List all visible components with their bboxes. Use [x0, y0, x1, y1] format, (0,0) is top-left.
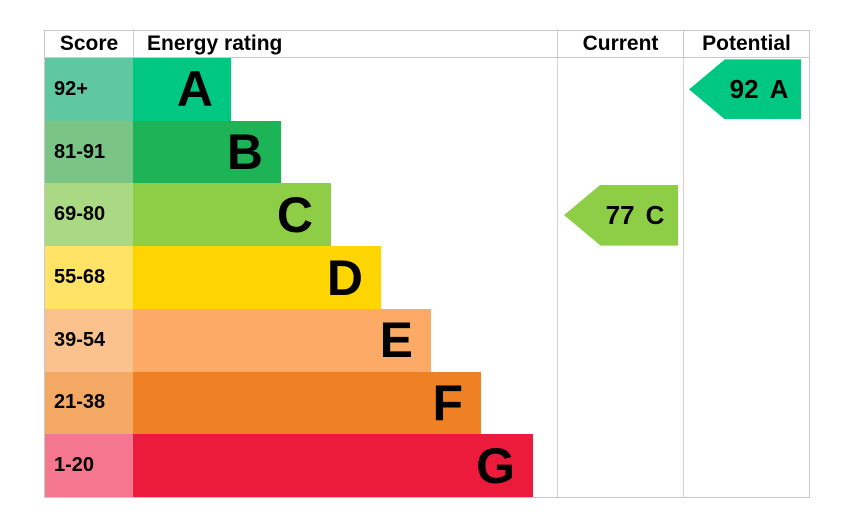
epc-rating-chart: Score Energy rating Current Potential 92…: [44, 30, 810, 498]
potential-cell-g: [683, 434, 809, 498]
band-bar-f: F: [133, 371, 481, 435]
band-bar-b: B: [133, 120, 281, 184]
band-row-d: 55-68 D: [45, 246, 809, 309]
potential-cell-d: [683, 246, 809, 309]
potential-cell-b: [683, 120, 809, 184]
band-rows: 92+ A 81-91 B 69-80 C 55-68: [44, 58, 810, 498]
header-score: Score: [59, 32, 119, 55]
potential-cell-c: [683, 183, 809, 247]
score-range-b: 81-91: [45, 120, 133, 184]
band-area-d: D: [133, 246, 557, 309]
current-cell-d: [557, 246, 683, 309]
band-area-e: E: [133, 308, 557, 372]
band-area-a: A: [133, 58, 557, 121]
band-area-c: C: [133, 183, 557, 247]
band-bar-c: C: [133, 183, 331, 247]
score-range-c: 69-80: [45, 183, 133, 247]
band-area-f: F: [133, 371, 557, 435]
chart-header-row: Score Energy rating Current Potential: [44, 30, 810, 58]
current-cell-e: [557, 308, 683, 372]
band-row-g: 1-20 G: [45, 434, 809, 498]
band-row-f: 21-38 F: [45, 371, 809, 435]
band-area-b: B: [133, 120, 557, 184]
current-cell-g: [557, 434, 683, 498]
band-bar-e: E: [133, 308, 431, 372]
current-cell-f: [557, 371, 683, 435]
header-current: Current: [557, 31, 683, 57]
potential-rating-value: 92: [729, 73, 759, 104]
header-energy-rating: Energy rating: [133, 31, 557, 57]
current-rating-value: 77: [605, 199, 635, 230]
current-cell-b: [557, 120, 683, 184]
current-cell-a: [557, 58, 683, 121]
potential-cell-f: [683, 371, 809, 435]
potential-rating-grade: A: [769, 73, 789, 104]
score-range-g: 1-20: [45, 434, 133, 498]
band-bar-d: D: [133, 246, 381, 309]
score-range-e: 39-54: [45, 308, 133, 372]
current-rating-grade: C: [645, 199, 665, 230]
band-row-e: 39-54 E: [45, 308, 809, 372]
current-cell-c: [557, 183, 683, 247]
score-range-d: 55-68: [45, 246, 133, 309]
score-range-f: 21-38: [45, 371, 133, 435]
band-area-g: G: [133, 434, 557, 498]
score-range-a: 92+: [45, 58, 133, 121]
potential-cell-e: [683, 308, 809, 372]
band-bar-g: G: [133, 434, 533, 498]
header-potential: Potential: [683, 31, 809, 57]
band-row-c: 69-80 C: [45, 183, 809, 247]
band-bar-a: A: [133, 58, 231, 121]
potential-cell-a: [683, 58, 809, 121]
band-row-b: 81-91 B: [45, 120, 809, 184]
band-row-a: 92+ A: [45, 58, 809, 121]
